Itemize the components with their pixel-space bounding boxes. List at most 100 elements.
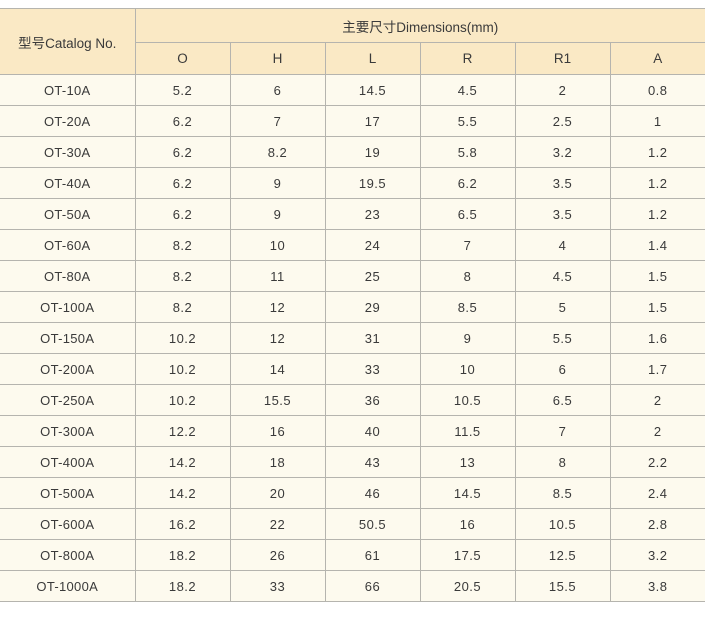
table-row: OT-100A 8.2 12 29 8.5 5 1.5 (0, 291, 705, 323)
table-row: OT-30A 6.2 8.2 19 5.8 3.2 1.2 (0, 136, 705, 168)
value-cell: 3.2 (609, 539, 705, 571)
value-cell: 5 (514, 291, 611, 323)
value-cell: 3.5 (514, 198, 611, 230)
value-cell: 14 (229, 353, 326, 385)
model-cell: OT-300A (0, 415, 136, 447)
value-cell: 14.5 (419, 477, 516, 509)
value-cell: 8.5 (419, 291, 516, 323)
value-cell: 6.2 (134, 105, 231, 137)
table-row: OT-50A 6.2 9 23 6.5 3.5 1.2 (0, 198, 705, 230)
table-row: OT-600A 16.2 22 50.5 16 10.5 2.8 (0, 508, 705, 540)
value-cell: 1.6 (609, 322, 705, 354)
value-cell: 9 (229, 198, 326, 230)
model-cell: OT-1000A (0, 570, 136, 602)
value-cell: 7 (419, 229, 516, 261)
value-cell: 8 (419, 260, 516, 292)
value-cell: 10.5 (514, 508, 611, 540)
value-cell: 18.2 (134, 539, 231, 571)
header-columns-row: O H L R R1 A (0, 42, 705, 75)
value-cell: 6.5 (419, 198, 516, 230)
table-row: OT-60A 8.2 10 24 7 4 1.4 (0, 229, 705, 261)
value-cell: 1.2 (609, 167, 705, 199)
value-cell: 12.5 (514, 539, 611, 571)
value-cell: 4 (514, 229, 611, 261)
value-cell: 19 (324, 136, 421, 168)
table-body: OT-10A 5.2 6 14.5 4.5 2 0.8 OT-20A 6.2 7 17 5.5 2.5 1… (0, 74, 705, 602)
value-cell: 2 (609, 384, 705, 416)
model-cell: OT-50A (0, 198, 136, 230)
value-cell: 23 (324, 198, 421, 230)
model-cell: OT-400A (0, 446, 136, 478)
dimensions-group-header: 主要尺寸Dimensions(mm) (134, 8, 705, 43)
model-cell: OT-150A (0, 322, 136, 354)
value-cell: 10.2 (134, 322, 231, 354)
value-cell: 2.5 (514, 105, 611, 137)
value-cell: 8.2 (134, 291, 231, 323)
table-row: OT-300A 12.2 16 40 11.5 7 2 (0, 415, 705, 447)
value-cell: 14.2 (134, 477, 231, 509)
value-cell: 61 (324, 539, 421, 571)
model-cell: OT-250A (0, 384, 136, 416)
value-cell: 12.2 (134, 415, 231, 447)
value-cell: 7 (514, 415, 611, 447)
model-cell: OT-10A (0, 74, 136, 106)
table-row: OT-10A 5.2 6 14.5 4.5 2 0.8 (0, 74, 705, 106)
value-cell: 12 (229, 322, 326, 354)
table-row: OT-80A 8.2 11 25 8 4.5 1.5 (0, 260, 705, 292)
model-cell: OT-200A (0, 353, 136, 385)
model-cell: OT-40A (0, 167, 136, 199)
table-row: OT-40A 6.2 9 19.5 6.2 3.5 1.2 (0, 167, 705, 199)
value-cell: 26 (229, 539, 326, 571)
value-cell: 15.5 (514, 570, 611, 602)
model-cell: OT-100A (0, 291, 136, 323)
value-cell: 9 (419, 322, 516, 354)
value-cell: 14.5 (324, 74, 421, 106)
value-cell: 6.2 (134, 136, 231, 168)
value-cell: 16.2 (134, 508, 231, 540)
value-cell: 5.2 (134, 74, 231, 106)
value-cell: 3.2 (514, 136, 611, 168)
value-cell: 16 (419, 508, 516, 540)
value-cell: 3.5 (514, 167, 611, 199)
value-cell: 11.5 (419, 415, 516, 447)
value-cell: 1.2 (609, 136, 705, 168)
table-row: OT-200A 10.2 14 33 10 6 1.7 (0, 353, 705, 385)
value-cell: 36 (324, 384, 421, 416)
column-header-o: O (135, 42, 231, 75)
model-cell: OT-30A (0, 136, 136, 168)
value-cell: 10.2 (134, 384, 231, 416)
value-cell: 4.5 (514, 260, 611, 292)
value-cell: 33 (229, 570, 326, 602)
value-cell: 9 (229, 167, 326, 199)
value-cell: 8.5 (514, 477, 611, 509)
value-cell: 2 (609, 415, 705, 447)
value-cell: 40 (324, 415, 421, 447)
value-cell: 2.8 (609, 508, 705, 540)
value-cell: 6 (229, 74, 326, 106)
value-cell: 15.5 (229, 384, 326, 416)
value-cell: 43 (324, 446, 421, 478)
value-cell: 13 (419, 446, 516, 478)
value-cell: 1 (609, 105, 705, 137)
value-cell: 2.4 (609, 477, 705, 509)
column-header-l: L (324, 42, 421, 75)
value-cell: 5.8 (419, 136, 516, 168)
value-cell: 20 (229, 477, 326, 509)
table-header: 型号Catalog No. 主要尺寸Dimensions(mm) O H L R… (0, 8, 705, 75)
value-cell: 18 (229, 446, 326, 478)
value-cell: 24 (324, 229, 421, 261)
value-cell: 22 (229, 508, 326, 540)
table-row: OT-400A 14.2 18 43 13 8 2.2 (0, 446, 705, 478)
model-cell: OT-500A (0, 477, 136, 509)
table-row: OT-1000A 18.2 33 66 20.5 15.5 3.8 (0, 570, 705, 602)
value-cell: 12 (229, 291, 326, 323)
value-cell: 31 (324, 322, 421, 354)
value-cell: 6.2 (134, 167, 231, 199)
column-header-h: H (229, 42, 326, 75)
column-header-a: A (609, 42, 705, 75)
value-cell: 6.2 (134, 198, 231, 230)
table-row: OT-20A 6.2 7 17 5.5 2.5 1 (0, 105, 705, 137)
value-cell: 8 (514, 446, 611, 478)
value-cell: 7 (229, 105, 326, 137)
table-row: OT-800A 18.2 26 61 17.5 12.5 3.2 (0, 539, 705, 571)
